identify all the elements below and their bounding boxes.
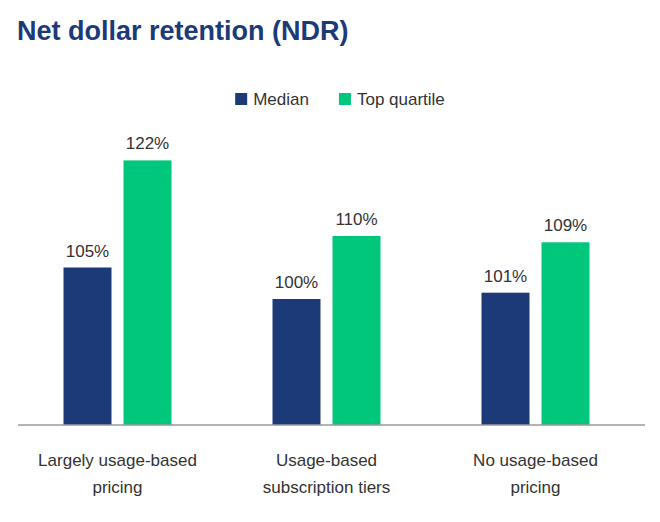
category-label: No usage-basedpricing — [473, 451, 598, 497]
bar — [124, 160, 172, 425]
bar — [333, 236, 381, 425]
legend-swatch — [235, 93, 247, 105]
category-label: Largely usage-basedpricing — [38, 451, 197, 497]
x-axis-line — [18, 424, 645, 426]
legend-label: Median — [253, 90, 309, 109]
bar — [542, 242, 590, 425]
data-label: 109% — [544, 216, 587, 235]
title: Net dollar retention (NDR) — [17, 16, 349, 46]
data-label: 101% — [484, 267, 527, 286]
bars — [64, 160, 590, 425]
data-label: 100% — [275, 273, 318, 292]
data-label: 110% — [335, 210, 377, 229]
data-label: 122% — [126, 134, 169, 153]
bar — [64, 268, 112, 426]
bar — [482, 293, 530, 425]
chart: Net dollar retention (NDR) Median Top quar… — [0, 0, 660, 522]
legend: Median Top quartile — [235, 90, 445, 109]
data-label: 105% — [66, 242, 109, 261]
category-label: Usage-basedsubscription tiers — [263, 451, 391, 497]
bar — [273, 299, 321, 425]
legend-label: Top quartile — [357, 90, 445, 109]
chart-container: Net dollar retention (NDR) Median Top quar… — [0, 0, 660, 522]
legend-swatch — [339, 93, 351, 105]
